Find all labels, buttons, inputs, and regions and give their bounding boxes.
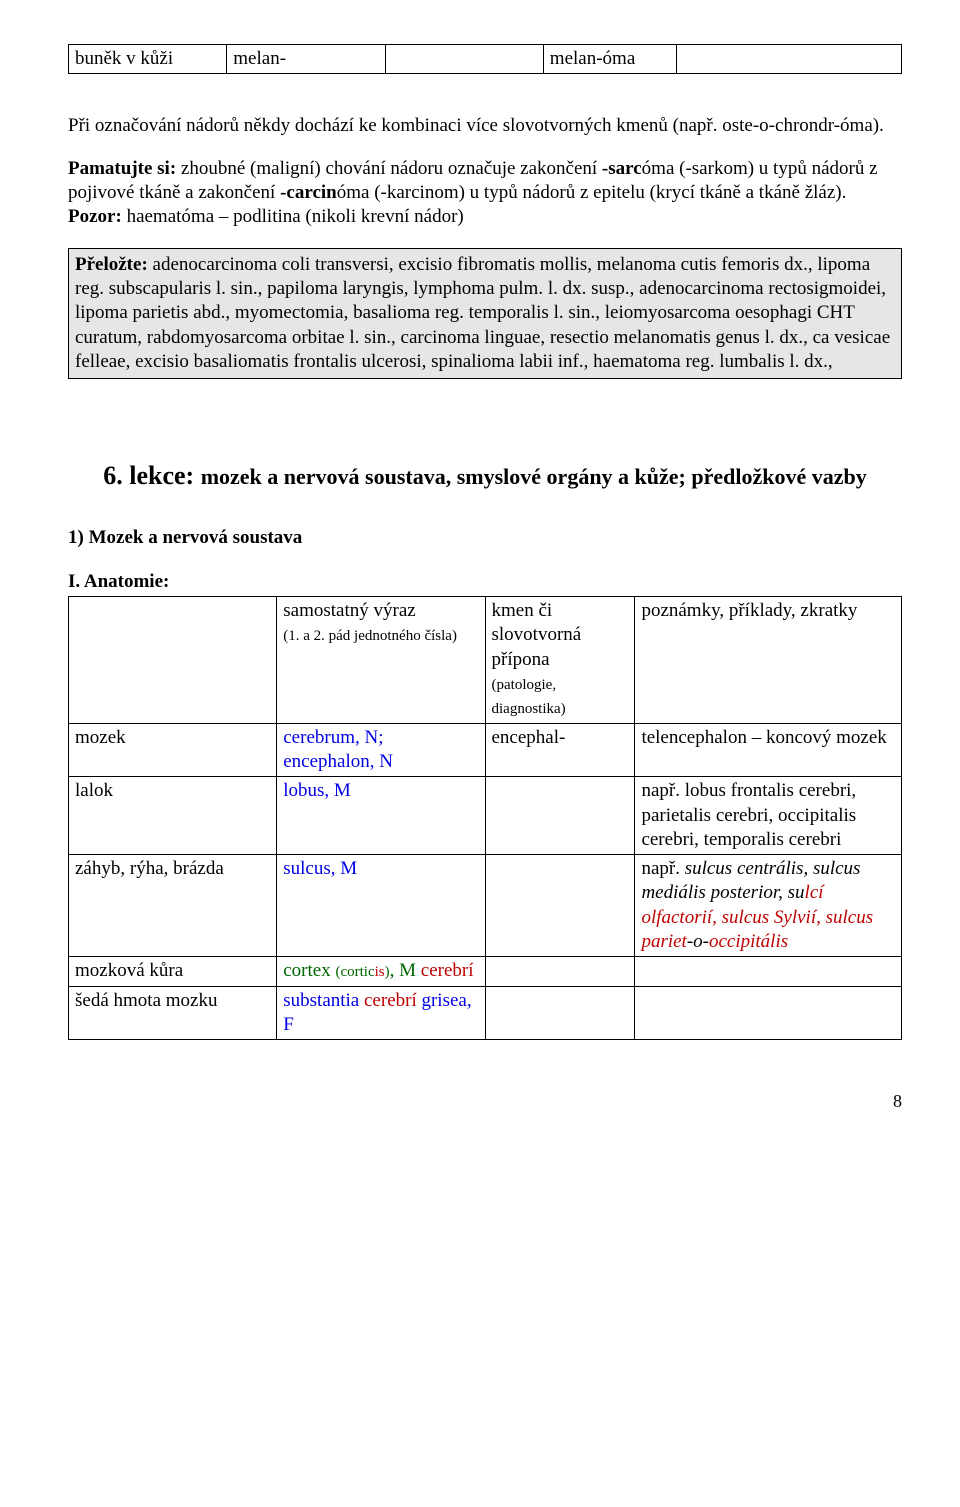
- cell: mozek: [69, 723, 277, 777]
- text: cortex: [283, 960, 335, 981]
- text: substantia: [283, 990, 359, 1011]
- text: kmen či slovotvorná přípona: [492, 600, 582, 670]
- cell: lobus, M: [277, 777, 485, 855]
- cell: telencephalon – koncový mozek: [635, 723, 902, 777]
- term: -sarc: [602, 158, 642, 179]
- cell: cerebrum, N; encephalon, N: [277, 723, 485, 777]
- anatomy-table: samostatný výraz (1. a 2. pád jednotného…: [68, 596, 902, 1040]
- table-row: mozek cerebrum, N; encephalon, N encepha…: [69, 723, 902, 777]
- label-pozor: Pozor:: [68, 206, 122, 227]
- text: óma (-karcinom) u typů nádorů z epitelu …: [337, 182, 847, 203]
- anatomie-title: I. Anatomie:: [68, 570, 902, 594]
- term: -carcin: [280, 182, 337, 203]
- text: např.: [641, 858, 684, 879]
- text: (1. a 2. pád jednotného čísla): [283, 628, 457, 644]
- paragraph-2: Pamatujte si: zhoubné (maligní) chování …: [68, 157, 902, 206]
- table-row: lalok lobus, M např. lobus frontalis cer…: [69, 777, 902, 855]
- text: occipitális: [709, 931, 788, 952]
- text: is: [375, 964, 385, 980]
- text: (patologie, diagnostika): [492, 677, 566, 717]
- heading-title: mozek a nervová soustava, smyslové orgán…: [201, 464, 867, 489]
- heading-lekce: 6. lekce: mozek a nervová soustava, smys…: [68, 459, 902, 492]
- cell: kmen či slovotvorná přípona (patologie, …: [485, 597, 635, 724]
- text: cerebrum, N: [283, 727, 378, 748]
- text: adenocarcinoma coli transversi, excisio …: [75, 254, 890, 372]
- cell: samostatný výraz (1. a 2. pád jednotného…: [277, 597, 485, 724]
- cell: substantia cerebrí grisea, F: [277, 986, 485, 1040]
- section-1-title: 1) Mozek a nervová soustava: [68, 526, 902, 550]
- text: samostatný výraz: [283, 600, 415, 621]
- cell: [485, 855, 635, 957]
- cell: [385, 45, 543, 74]
- label-pamatujte: Pamatujte si:: [68, 158, 176, 179]
- text: (cortic: [335, 964, 374, 980]
- cell: buněk v kůži: [69, 45, 227, 74]
- cell: lalok: [69, 777, 277, 855]
- cell: melan-óma: [543, 45, 676, 74]
- cell: šedá hmota mozku: [69, 986, 277, 1040]
- cell: sulcus, M: [277, 855, 485, 957]
- cell: melan-: [227, 45, 385, 74]
- table-row: záhyb, rýha, brázda sulcus, M např. sulc…: [69, 855, 902, 957]
- text: , M: [390, 960, 416, 981]
- cell: např. sulcus centrális, sulcus mediális …: [635, 855, 902, 957]
- cell: encephal-: [485, 723, 635, 777]
- translate-box: Přeložte: adenocarcinoma coli transversi…: [68, 248, 902, 380]
- text: cerebrí: [416, 960, 473, 981]
- cell: [485, 777, 635, 855]
- table-row: mozková kůra cortex (corticis), M cerebr…: [69, 957, 902, 986]
- cell: cortex (corticis), M cerebrí: [277, 957, 485, 986]
- cell: [677, 45, 902, 74]
- cell: [69, 597, 277, 724]
- text: -o-: [687, 931, 709, 952]
- cell: poznámky, příklady, zkratky: [635, 597, 902, 724]
- text: cerebrí: [359, 990, 416, 1011]
- table-row: samostatný výraz (1. a 2. pád jednotného…: [69, 597, 902, 724]
- text: su: [788, 882, 805, 903]
- paragraph-1: Při označování nádorů někdy dochází ke k…: [68, 114, 902, 138]
- text: haematóma – podlitina (nikoli krevní nád…: [122, 206, 464, 227]
- cell: [485, 986, 635, 1040]
- cell: [485, 957, 635, 986]
- cell: záhyb, rýha, brázda: [69, 855, 277, 957]
- cell: mozková kůra: [69, 957, 277, 986]
- text: zhoubné (maligní) chování nádoru označuj…: [176, 158, 602, 179]
- cell: [635, 986, 902, 1040]
- cell: [635, 957, 902, 986]
- page-number: 8: [68, 1090, 902, 1113]
- top-table: buněk v kůži melan- melan-óma: [68, 44, 902, 74]
- cell: např. lobus frontalis cerebri, parietali…: [635, 777, 902, 855]
- table-row: šedá hmota mozku substantia cerebrí gris…: [69, 986, 902, 1040]
- heading-num: 6. lekce:: [103, 461, 200, 490]
- paragraph-3: Pozor: haematóma – podlitina (nikoli kre…: [68, 205, 902, 229]
- table-row: buněk v kůži melan- melan-óma: [69, 45, 902, 74]
- label-prelozte: Přeložte:: [75, 254, 148, 275]
